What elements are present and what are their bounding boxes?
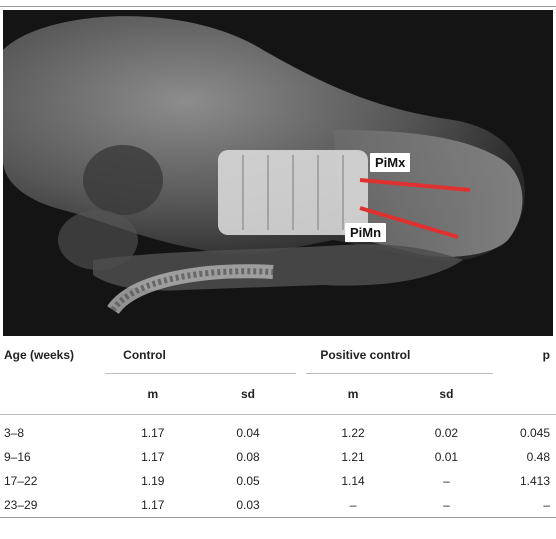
pimx-line <box>359 178 471 192</box>
header-control-m: m <box>105 373 201 415</box>
cell-age: 17–22 <box>4 473 38 488</box>
cell-control-sd: 0.03 <box>200 492 296 518</box>
header-pc-sd: sd <box>399 373 494 415</box>
cell-control-sd: 0.08 <box>236 449 260 464</box>
pimn-label: PiMn <box>345 223 387 242</box>
cell-pc-sd: – <box>443 473 450 488</box>
cell-age: 3–8 <box>4 425 25 440</box>
header-row-2: m sd m sd <box>0 373 556 415</box>
cell-pc-m: – <box>306 492 400 518</box>
header-pc-m: m <box>306 373 400 415</box>
cell-pc-sd: – <box>399 492 494 518</box>
xray-image: PiMx PiMn <box>3 10 553 336</box>
cell-p: 1.413 <box>519 473 550 488</box>
data-table: Age (weeks) Control Positive control p m… <box>0 337 556 518</box>
cell-control-m: 1.17 <box>141 449 165 464</box>
header-positive-control: Positive control <box>306 337 494 374</box>
cell-pc-m: 1.22 <box>341 425 365 440</box>
cell-control-m: 1.17 <box>141 425 165 440</box>
table-row: 9–16 1.17 0.08 1.21 0.01 0.48 <box>0 445 556 469</box>
cell-age: 9–16 <box>4 449 31 464</box>
cell-age: 23–29 <box>0 492 106 518</box>
cell-pc-sd: 0.01 <box>434 449 459 464</box>
table-row: 23–29 1.17 0.03 – – – <box>0 492 556 518</box>
table-row: 3–8 1.17 0.04 1.22 0.02 0.045 <box>0 421 556 445</box>
header-age: Age (weeks) <box>4 348 75 363</box>
header-control: Control <box>105 337 296 374</box>
cell-pc-m: 1.21 <box>341 449 365 464</box>
cell-control-m: 1.17 <box>105 492 201 518</box>
cell-p: 0.48 <box>526 449 550 464</box>
cell-control-sd: 0.05 <box>236 473 260 488</box>
xray-skull-drawing <box>3 10 553 336</box>
table-row: 17–22 1.19 0.05 1.14 – 1.413 <box>0 469 556 493</box>
cell-control-m: 1.19 <box>141 473 165 488</box>
header-row-1: Age (weeks) Control Positive control p <box>0 337 556 374</box>
cell-control-sd: 0.04 <box>236 425 260 440</box>
cell-p: 0.045 <box>519 425 550 440</box>
pimn-line <box>359 206 459 239</box>
cell-pc-m: 1.14 <box>341 473 365 488</box>
pimx-label: PiMx <box>370 153 411 172</box>
top-rule <box>0 6 556 7</box>
header-p: p <box>542 348 550 363</box>
cell-pc-sd: 0.02 <box>434 425 459 440</box>
cell-p: – <box>493 492 556 518</box>
header-control-sd: sd <box>200 373 296 415</box>
